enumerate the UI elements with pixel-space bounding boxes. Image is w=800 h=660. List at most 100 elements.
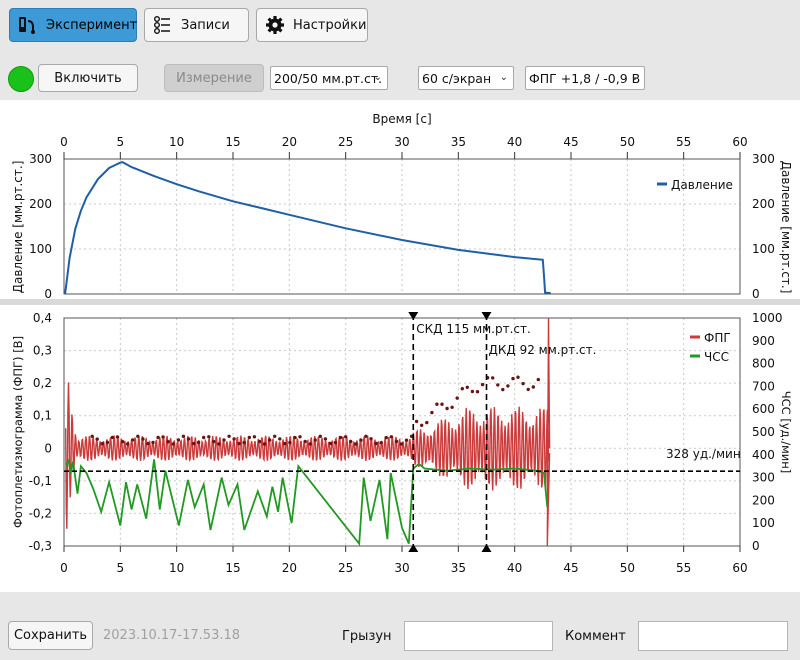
peak-marker — [278, 437, 282, 441]
peak-marker — [151, 440, 155, 445]
peak-marker — [141, 437, 145, 441]
y-tick-label: 0,3 — [33, 344, 52, 358]
y-tick-label: 100 — [29, 242, 52, 256]
peak-marker — [364, 434, 368, 438]
peak-marker — [283, 441, 287, 446]
x-tick-label: 15 — [225, 135, 240, 149]
dbp-annotation: ДКД 92 мм.рт.ст. — [489, 343, 597, 357]
sbp-annotation: СКД 115 мм.рт.ст. — [416, 322, 531, 336]
records-icon — [153, 15, 173, 35]
peak-marker — [166, 440, 170, 444]
experiment-icon — [18, 15, 38, 35]
chevron-down-icon: ⌄ — [499, 72, 508, 83]
peak-marker — [232, 437, 236, 441]
y-tick-label: 0 — [44, 441, 52, 455]
y-right-tick-label: 0 — [752, 287, 760, 301]
ppg-range-value: ФПГ +1,8 / -0,9 В — [529, 70, 641, 86]
peak-marker — [333, 440, 338, 445]
peak-marker — [161, 435, 165, 439]
peak-marker — [217, 442, 221, 446]
peak-marker — [131, 438, 135, 442]
measure-button[interactable]: Измерение — [164, 64, 264, 92]
save-button[interactable]: Сохранить — [8, 621, 93, 650]
peak-marker — [252, 435, 257, 439]
heart-rate-threshold-label: 328 уд./мин — [666, 447, 741, 461]
y-right-tick-label: 500 — [752, 425, 775, 439]
peak-marker — [338, 435, 343, 440]
x-tick-label: 0 — [60, 561, 68, 575]
x-tick-label: 40 — [507, 561, 522, 575]
peak-marker — [207, 435, 211, 439]
name-field[interactable] — [404, 621, 553, 651]
tab-label: Эксперимент — [46, 17, 138, 33]
peak-marker — [126, 442, 130, 446]
peak-marker — [227, 434, 231, 438]
peak-marker — [247, 435, 251, 440]
tab-label: Настройки — [293, 17, 367, 33]
y-axis-title: Давление [мм.рт.ст.] — [11, 161, 25, 294]
x-tick-label: 35 — [451, 561, 466, 575]
x-tick-label: 20 — [282, 135, 297, 149]
y-tick-label: 0,2 — [33, 376, 52, 390]
marker-arrow-bottom — [408, 544, 419, 552]
y-right-tick-label: 900 — [752, 334, 775, 348]
peak-marker — [273, 434, 277, 438]
peak-marker — [293, 435, 297, 440]
y-right-tick-label: 800 — [752, 357, 775, 371]
x-tick-label: 60 — [732, 561, 747, 575]
comment-field[interactable] — [638, 621, 788, 651]
peak-marker — [445, 406, 449, 411]
peak-marker — [156, 435, 160, 440]
peak-marker — [536, 377, 540, 382]
marker-arrow-top — [481, 312, 492, 320]
y-right-tick-label: 200 — [752, 493, 775, 507]
peak-marker — [374, 441, 378, 446]
tab-settings[interactable]: Настройки — [256, 8, 368, 42]
peak-marker — [115, 435, 120, 439]
peak-marker — [171, 442, 175, 446]
peak-marker — [496, 383, 500, 387]
pressure-range-value: 200/50 мм.рт.ст. — [274, 70, 383, 86]
ppg-range-select[interactable]: ФПГ +1,8 / -0,9 В ⌄ — [525, 66, 645, 90]
peak-marker — [323, 437, 328, 441]
x-tick-label: 40 — [507, 135, 522, 149]
peak-marker — [455, 396, 459, 400]
ppg-line — [65, 317, 551, 547]
peak-marker — [146, 441, 150, 446]
x-tick-label: 45 — [563, 135, 578, 149]
peak-marker — [191, 441, 196, 446]
peak-marker — [354, 442, 358, 446]
peak-marker — [516, 375, 520, 379]
y-axis-right-title: Давление [мм.рт.ст.] — [779, 161, 793, 294]
peak-marker — [237, 441, 241, 446]
panel-divider — [0, 299, 800, 305]
tab-experiment[interactable]: Эксперимент — [9, 8, 137, 42]
peak-marker — [440, 402, 444, 406]
y-right-tick-label: 200 — [752, 197, 775, 211]
peak-marker — [349, 439, 353, 444]
peak-marker — [430, 410, 434, 415]
peak-marker — [313, 438, 317, 442]
y-tick-label: -0,2 — [29, 506, 52, 520]
peak-marker — [212, 439, 216, 444]
time-window-select[interactable]: 60 с/экран ⌄ — [418, 66, 514, 90]
enable-button[interactable]: Включить — [38, 64, 138, 92]
peak-marker — [344, 435, 348, 439]
tab-records[interactable]: Записи — [144, 8, 249, 42]
pressure-range-select[interactable]: 200/50 мм.рт.ст. ⌄ — [270, 66, 388, 90]
marker-arrow-top — [408, 312, 419, 320]
peak-marker — [267, 438, 272, 442]
x-tick-label: 30 — [394, 561, 409, 575]
peak-marker — [414, 419, 419, 424]
comment-label: Коммент — [565, 629, 626, 644]
peak-marker — [308, 442, 312, 446]
legend-label-pressure: Давление — [671, 178, 733, 192]
status-indicator — [8, 66, 34, 92]
y-axis-title: Фотоплетизмограмма (ФПГ) [В] — [11, 336, 25, 528]
legend-label-hr: ЧСС — [704, 350, 729, 364]
tab-label: Записи — [181, 17, 230, 33]
y-axis-right-title: ЧСС [уд./мин] — [779, 391, 793, 474]
peak-marker — [399, 442, 404, 446]
peak-marker — [100, 442, 105, 446]
peak-marker — [176, 438, 181, 442]
